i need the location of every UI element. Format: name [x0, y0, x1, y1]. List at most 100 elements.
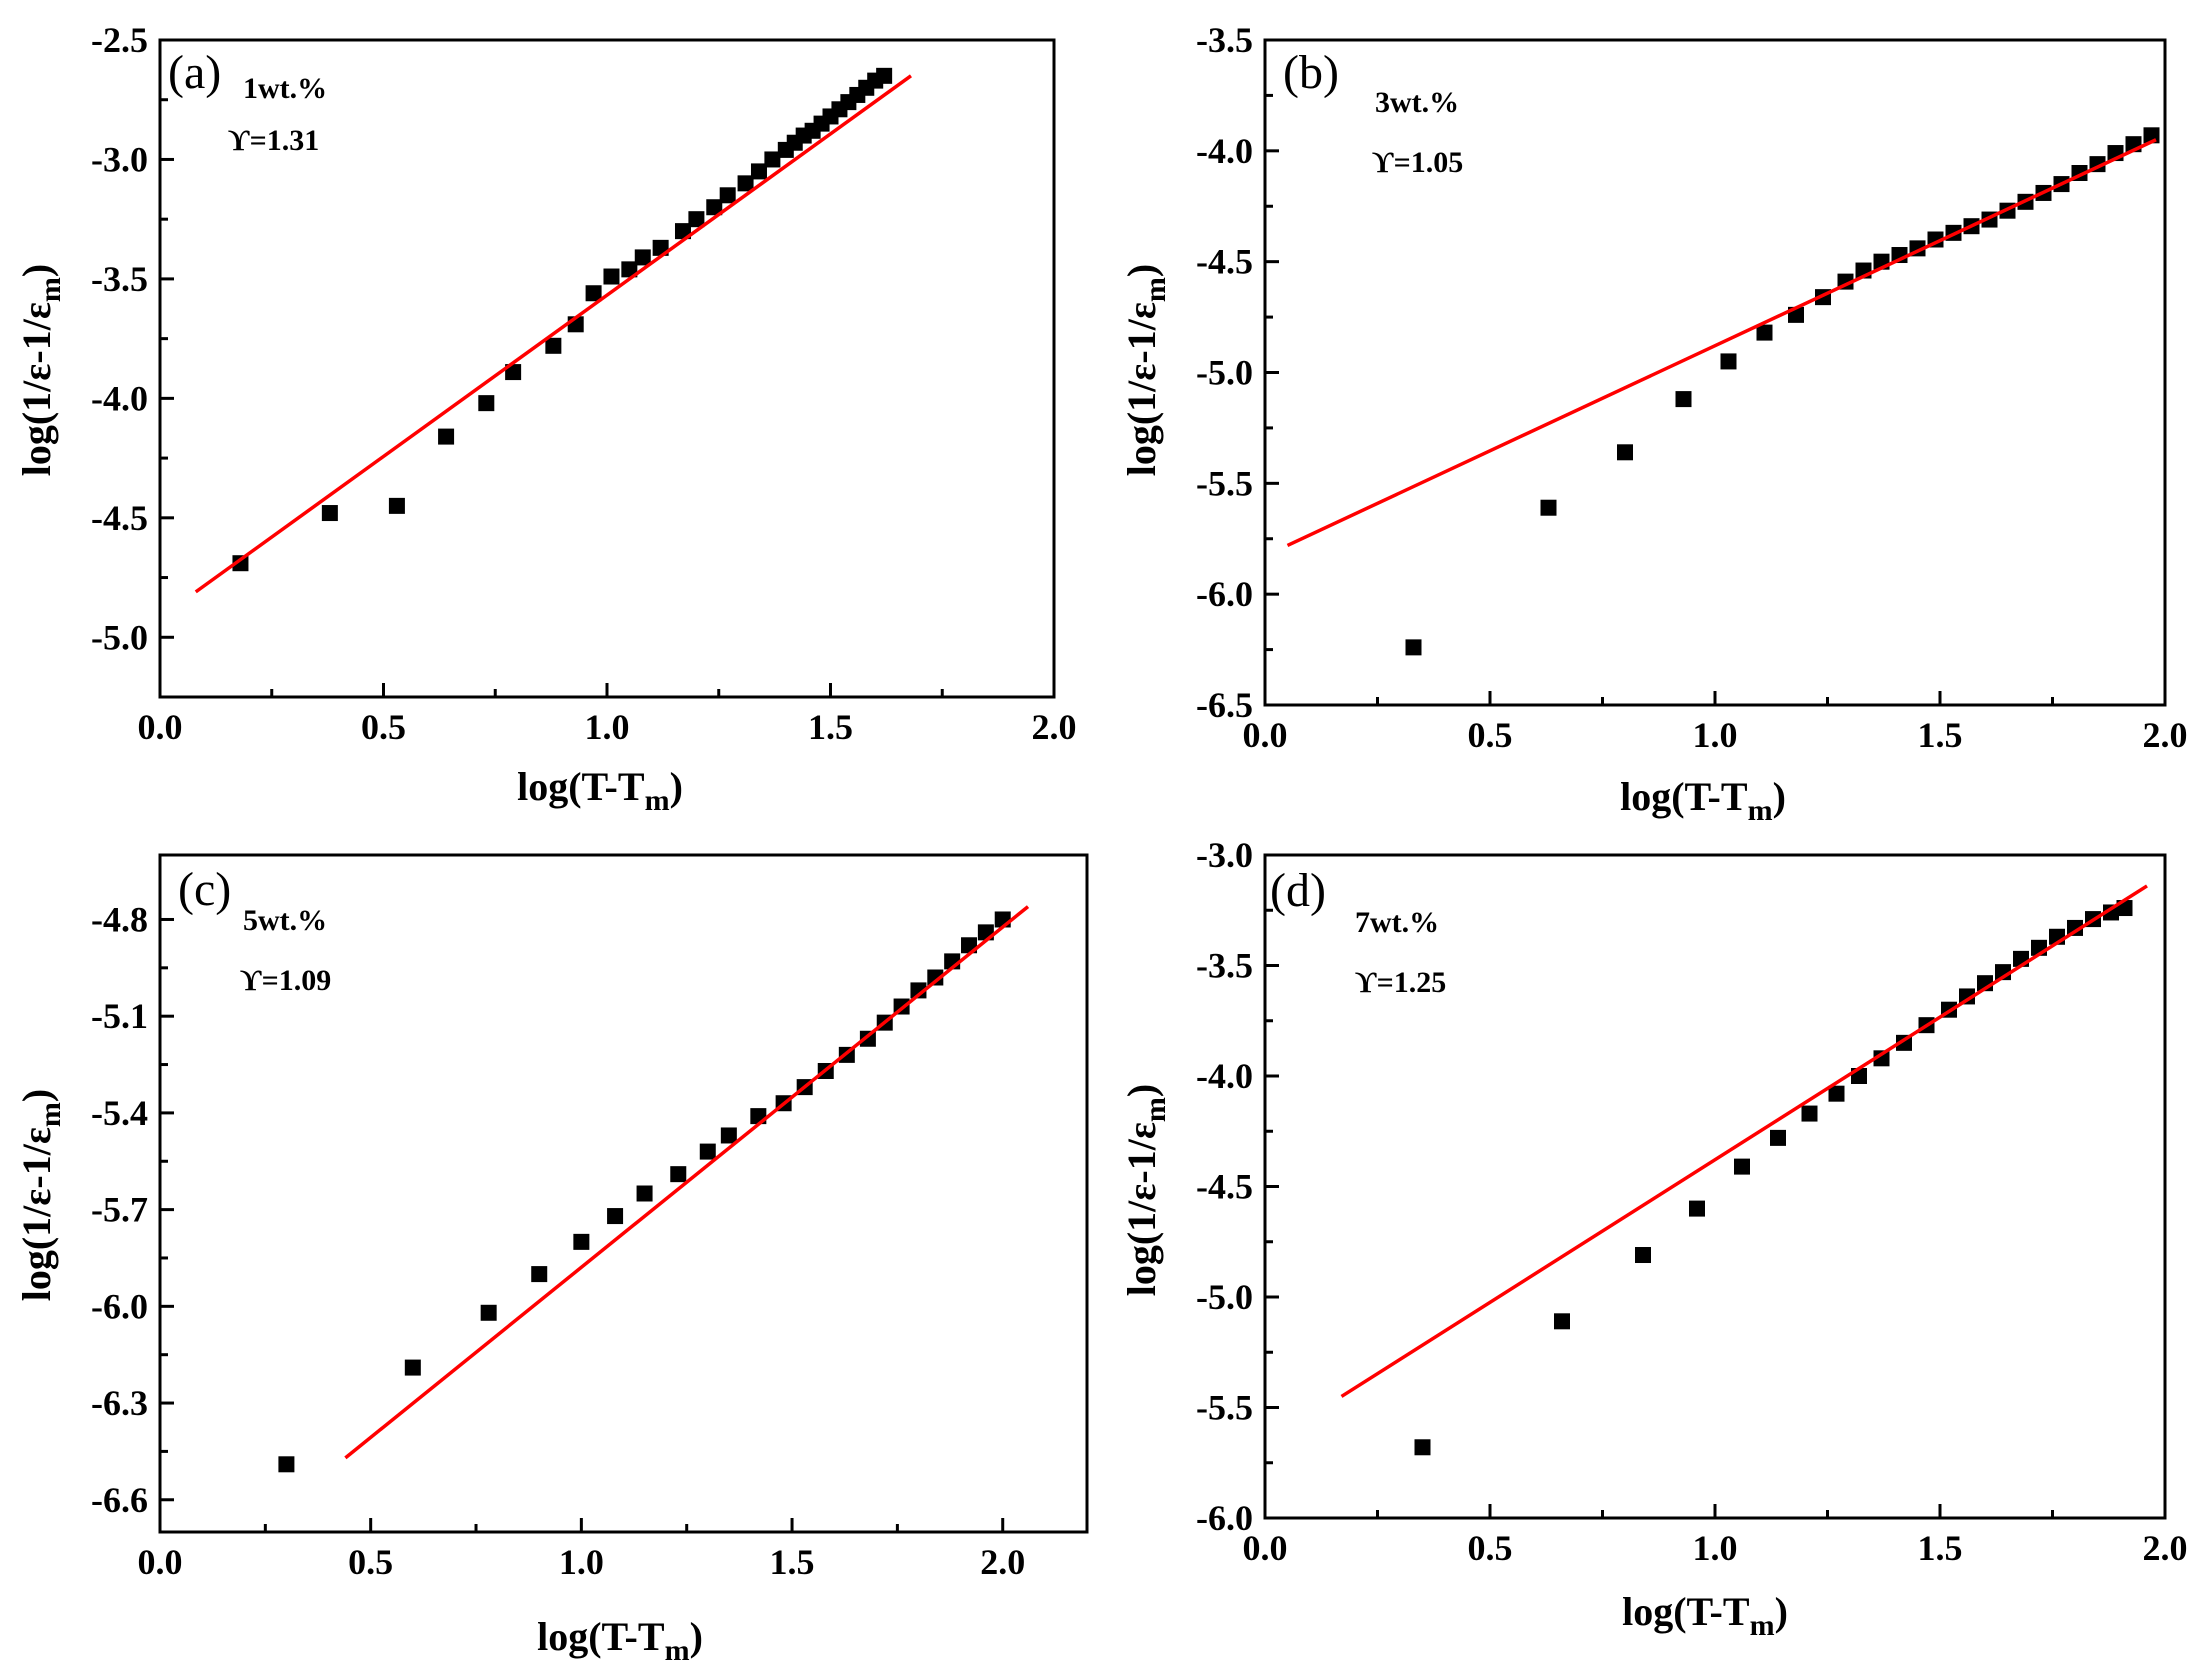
x-axis-title: log(T-Tm): [1622, 1589, 1788, 1642]
y-tick-label: -3.5: [1196, 946, 1253, 986]
y-axis-title: log(1/ε-1/εm): [1119, 1084, 1172, 1297]
concentration-label: 7wt.%: [1355, 906, 1439, 939]
data-point: [1540, 499, 1557, 516]
data-point: [478, 395, 495, 412]
y-axis-title: log(1/ε-1/εm): [14, 1089, 67, 1302]
panel-a: 0.0 0.5 1.0 1.5 2.0 -2.5 -3.0 -3.5 -4.0 -4.5 -5.0 (…: [14, 20, 1077, 817]
data-point: [1720, 353, 1737, 370]
data-point: [1873, 1050, 1890, 1067]
y-tick-label: -6.3: [91, 1383, 148, 1423]
y-tick-label: -6.5: [1196, 685, 1253, 725]
y-tick-label: -4.0: [1196, 1056, 1253, 1096]
y-axis-title: log(1/ε-1/εm): [1119, 264, 1172, 477]
panel-b: 0.0 0.5 1.0 1.5 2.0 -3.5 -4.0 -4.5 -5.0 -5.5 -6.0 -…: [1119, 20, 2188, 827]
y-tick-label: -6.0: [91, 1286, 148, 1326]
panel-letter: (b): [1283, 46, 1339, 99]
x-tick-label: 0.0: [1243, 715, 1288, 755]
data-point: [674, 223, 691, 240]
data-point: [2067, 919, 2083, 936]
x-tick-label: 1.5: [808, 707, 853, 747]
y-tick-label: -6.0: [1196, 1498, 1253, 1538]
panel-c: 0.0 0.5 1.0 1.5 2.0 -4.8 -5.1 -5.4 -5.7 -6.0 -6.3 -…: [14, 853, 1089, 1667]
y-axis-title: log(1/ε-1/εm): [14, 264, 67, 477]
y-tick-label: -3.0: [91, 139, 148, 179]
data-point: [1756, 324, 1773, 341]
gamma-label: ϒ=1.31: [228, 124, 319, 157]
data-point: [706, 199, 723, 216]
x-tick-label: 1.5: [770, 1542, 815, 1582]
data-point: [621, 261, 638, 278]
fit-line: [1286, 138, 2157, 547]
y-tick-label: -5.1: [91, 996, 148, 1036]
data-point: [505, 364, 522, 381]
panel-d: 0.0 0.5 1.0 1.5 2.0 -3.0 -3.5 -4.0 -4.5 -5.0 -5.5 -…: [1119, 835, 2188, 1642]
data-point: [1405, 639, 1422, 656]
y-tick-label: -6.0: [1196, 574, 1253, 614]
data-point: [1959, 988, 1975, 1005]
data-point: [232, 555, 249, 572]
concentration-label: 5wt.%: [243, 904, 327, 937]
data-point: [719, 187, 736, 204]
y-tick-label: -5.5: [1196, 463, 1253, 503]
y-tick-label: -4.5: [1196, 1167, 1253, 1207]
data-point: [737, 175, 754, 192]
x-tick-label: 2.0: [1032, 707, 1077, 747]
data-point: [1828, 1085, 1845, 1102]
data-point: [699, 1143, 716, 1160]
panel-letter: (a): [168, 46, 221, 99]
y-tick-label: -4.5: [91, 498, 148, 538]
concentration-label: 1wt.%: [243, 72, 327, 105]
fit-line: [344, 905, 1030, 1460]
x-tick-label: 1.5: [1918, 1528, 1963, 1568]
data-point: [927, 969, 944, 986]
data-point: [1554, 1313, 1570, 1330]
data-point: [607, 1208, 624, 1225]
plot-frame: [158, 853, 1089, 1534]
x-tick-label: 1.0: [1693, 1528, 1738, 1568]
data-point: [278, 1456, 295, 1473]
fit-line: [1340, 884, 2148, 1398]
y-tick-label: -5.0: [1196, 353, 1253, 393]
x-tick-label: 1.0: [559, 1542, 604, 1582]
plot-frame: [1263, 38, 2167, 707]
y-tick-label: -4.8: [91, 899, 148, 939]
concentration-label: 3wt.%: [1375, 86, 1459, 119]
x-tick-label: 0.5: [1468, 715, 1513, 755]
data-point: [720, 1127, 737, 1144]
x-tick-label: 0.0: [138, 1542, 183, 1582]
x-tick-label: 0.0: [138, 707, 183, 747]
x-tick-label: 0.0: [1243, 1528, 1288, 1568]
y-tick-label: -4.0: [91, 378, 148, 418]
data-point: [670, 1166, 687, 1183]
x-tick-label: 2.0: [2143, 715, 2188, 755]
data-point: [388, 497, 405, 514]
y-tick-label: -3.5: [1196, 20, 1253, 60]
x-axis-title: log(T-Tm): [537, 1614, 703, 1667]
data-point: [603, 268, 620, 285]
data-point: [585, 285, 602, 302]
data-point: [573, 1233, 590, 1250]
data-point: [634, 249, 651, 266]
data-point: [1689, 1200, 1705, 1217]
y-tick-label: -5.5: [1196, 1388, 1253, 1428]
x-tick-label: 0.5: [348, 1542, 393, 1582]
panel-letter: (c): [178, 863, 231, 916]
panel-letter: (d): [1270, 864, 1326, 917]
x-tick-label: 1.5: [1918, 715, 1963, 755]
data-point: [545, 337, 562, 354]
y-tick-label: -4.0: [1196, 131, 1253, 171]
y-tick-label: -5.4: [91, 1093, 148, 1133]
x-tick-label: 2.0: [2143, 1528, 2188, 1568]
y-tick-label: -4.5: [1196, 242, 1253, 282]
x-axis-title: log(T-Tm): [517, 764, 683, 817]
data-point: [764, 151, 781, 168]
y-tick-label: -5.7: [91, 1190, 148, 1230]
x-tick-label: 0.5: [1468, 1528, 1513, 1568]
data-point: [688, 211, 705, 228]
data-point: [1635, 1247, 1651, 1264]
y-tick-label: -2.5: [91, 20, 148, 60]
data-point: [910, 982, 927, 999]
y-tick-label: -3.0: [1196, 835, 1253, 875]
data-point: [1617, 444, 1633, 461]
